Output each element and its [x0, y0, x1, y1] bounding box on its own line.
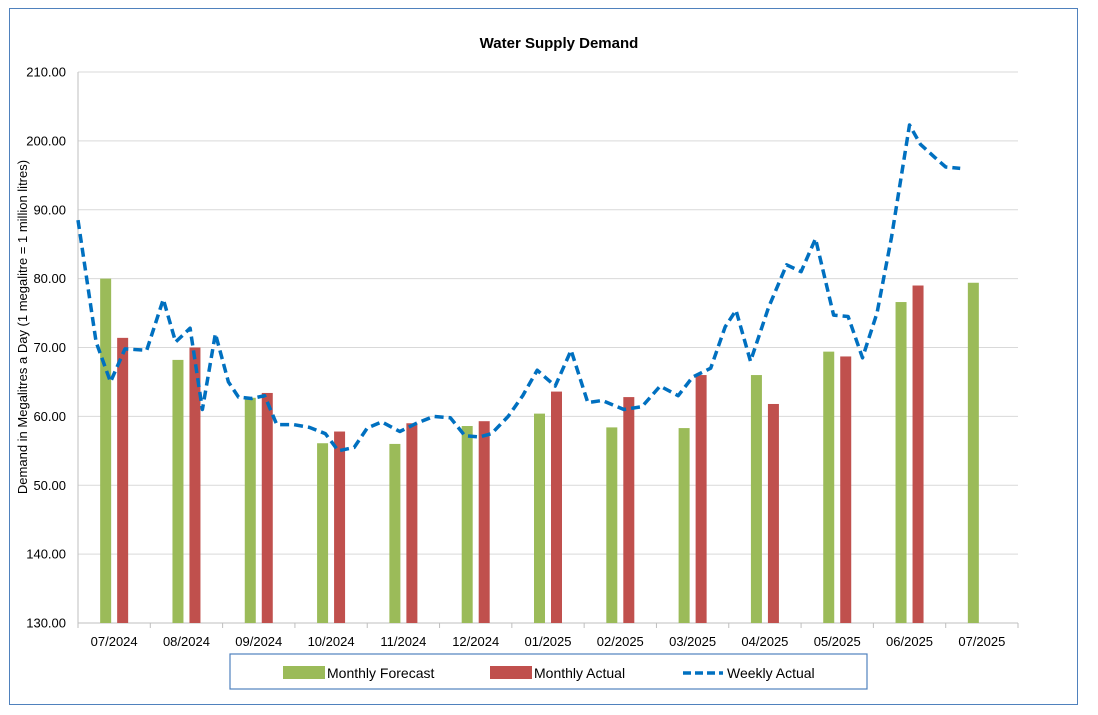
forecast-bar: [534, 413, 545, 623]
chart-title: Water Supply Demand: [480, 35, 639, 52]
actual-bar: [478, 421, 490, 623]
forecast-bar: [244, 397, 256, 623]
x-tick-label: 11/2024: [380, 634, 426, 649]
legend-swatch: [490, 666, 532, 679]
actual-bar: [623, 397, 635, 623]
legend-label: Weekly Actual: [727, 665, 815, 681]
forecast-bar: [750, 375, 762, 623]
forecast-bar: [389, 443, 401, 623]
forecast-bar: [317, 443, 329, 623]
actual-bar: [334, 431, 346, 623]
y-tick-label: 80.00: [33, 271, 66, 286]
forecast-bar: [823, 351, 835, 623]
x-tick-label: 06/2025: [886, 634, 933, 649]
x-tick-label: 01/2025: [525, 634, 572, 649]
x-tick-label: 07/2024: [91, 634, 138, 649]
legend-label: Monthly Actual: [534, 665, 625, 681]
legend-box: [229, 653, 868, 690]
y-axis-label: Demand in Megalitres a Day (1 megalitre …: [15, 160, 30, 494]
x-tick-label: 04/2025: [741, 634, 788, 649]
forecast-bar: [461, 426, 473, 623]
weekly-line-series: [76, 123, 961, 453]
y-tick-label: 140.00: [26, 547, 66, 562]
x-tick-label: 03/2025: [669, 634, 716, 649]
actual-bar: [767, 403, 779, 623]
legend-label: Monthly Forecast: [327, 665, 434, 681]
x-tick-label: 10/2024: [308, 634, 355, 649]
forecast-bar: [895, 302, 907, 623]
actual-bar: [695, 375, 707, 623]
forecast-bar: [172, 359, 184, 623]
actual-bar: [912, 285, 924, 623]
y-tick-label: 90.00: [33, 202, 66, 217]
actual-bar: [117, 337, 129, 623]
gridlines: [77, 71, 1018, 624]
y-tick-label: 50.00: [33, 478, 66, 493]
x-tick-label: 09/2024: [235, 634, 282, 649]
y-tick-label: 130.00: [26, 616, 66, 631]
forecast-bar: [678, 428, 690, 623]
forecast-bar: [606, 427, 618, 623]
actual-bar: [189, 347, 201, 623]
y-axis-ticks: 130.00 140.00 50.00 60.00 70.00 80.00 90.00 200…: [26, 65, 66, 631]
x-tick-label: 12/2024: [452, 634, 499, 649]
legend: Monthly Forecast Monthly Actual Weekly Act…: [229, 653, 868, 690]
y-tick-label: 200.00: [26, 133, 66, 148]
bar-series: [100, 278, 979, 623]
forecast-bar: [967, 282, 979, 623]
legend-swatch: [283, 666, 325, 679]
x-tick-label: 02/2025: [597, 634, 644, 649]
weekly-actual-line: [76, 123, 961, 453]
actual-bar: [840, 356, 852, 623]
x-tick-label: 07/2025: [958, 634, 1005, 649]
y-tick-label: 70.00: [33, 340, 66, 355]
x-tick-label: 05/2025: [814, 634, 861, 649]
actual-bar: [551, 391, 562, 623]
x-axis-ticks: 07/2024 08/2024 09/2024 10/2024 11/2024 12/20…: [77, 623, 1019, 649]
actual-bar: [406, 423, 418, 623]
y-tick-label: 210.00: [26, 65, 66, 80]
x-tick-label: 08/2024: [163, 634, 210, 649]
y-tick-label: 60.00: [33, 409, 66, 424]
forecast-bar: [100, 278, 112, 623]
actual-bar: [261, 392, 273, 623]
